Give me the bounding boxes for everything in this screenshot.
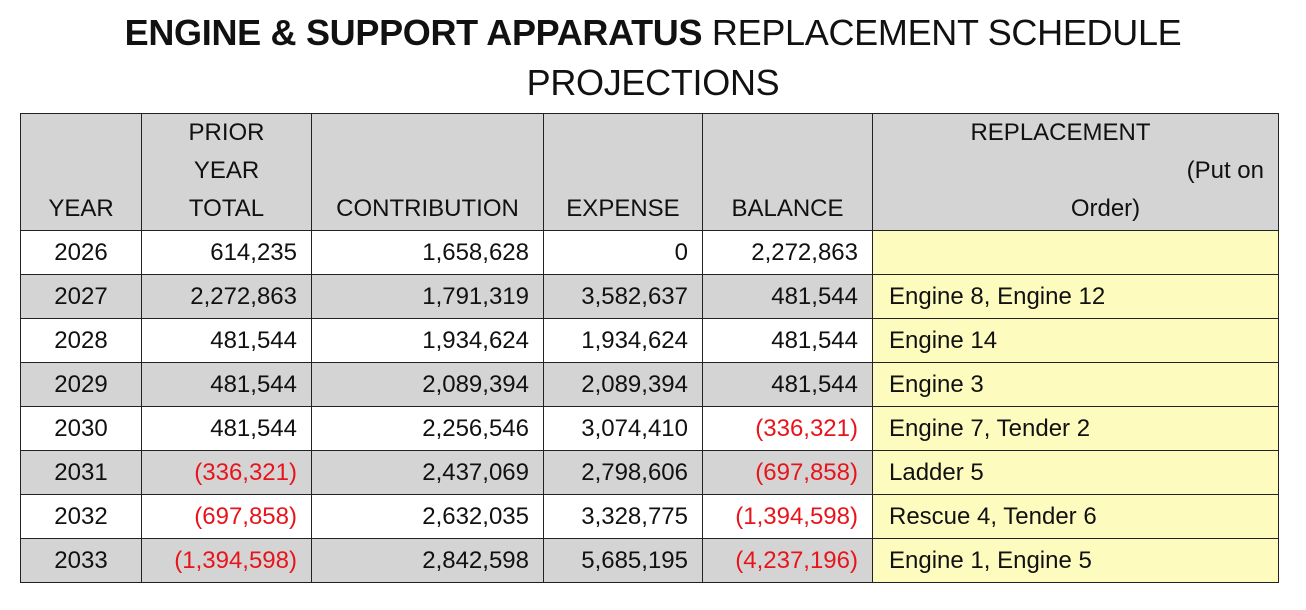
title-line-2: PROJECTIONS xyxy=(526,62,780,103)
year-cell: 2031 xyxy=(20,450,142,495)
year-cell: 2032 xyxy=(20,494,142,539)
replacement-cell: Engine 1, Engine 5 xyxy=(872,538,1279,583)
header-prior-year-total: PRIOR YEAR TOTAL xyxy=(141,113,312,231)
replacement-cell: Engine 14 xyxy=(872,318,1279,363)
header-year: YEAR xyxy=(20,113,142,231)
expense-cell: 3,074,410 xyxy=(543,406,703,451)
expense-cell: 3,582,637 xyxy=(543,274,703,319)
year-cell: 2026 xyxy=(20,230,142,275)
replacement-cell: Engine 7, Tender 2 xyxy=(872,406,1279,451)
table-row: 2033 (1,394,598) 2,842,598 5,685,195 (4,237,… xyxy=(20,538,1279,583)
replacement-cell: Ladder 5 xyxy=(872,450,1279,495)
balance-cell: (4,237,196) xyxy=(702,538,873,583)
balance-cell: 481,544 xyxy=(702,274,873,319)
contribution-cell: 2,089,394 xyxy=(311,362,544,407)
table-row: 2032 (697,858) 2,632,035 3,328,775 (1,394,59… xyxy=(20,494,1279,539)
expense-cell: 2,798,606 xyxy=(543,450,703,495)
year-cell: 2033 xyxy=(20,538,142,583)
balance-cell: 481,544 xyxy=(702,318,873,363)
expense-cell: 0 xyxy=(543,230,703,275)
balance-cell: (697,858) xyxy=(702,450,873,495)
expense-cell: 2,089,394 xyxy=(543,362,703,407)
replacement-cell: Engine 3 xyxy=(872,362,1279,407)
balance-cell: (336,321) xyxy=(702,406,873,451)
prior-year-total-cell: (697,858) xyxy=(141,494,312,539)
replacement-schedule-table: YEAR PRIOR YEAR TOTAL CONTRIBUTION EXPEN… xyxy=(20,113,1279,583)
contribution-cell: 2,437,069 xyxy=(311,450,544,495)
header-row: YEAR PRIOR YEAR TOTAL CONTRIBUTION EXPEN… xyxy=(20,113,1279,231)
table-row: 2031 (336,321) 2,437,069 2,798,606 (697,858)… xyxy=(20,450,1279,495)
contribution-cell: 1,934,624 xyxy=(311,318,544,363)
prior-year-total-cell: 614,235 xyxy=(141,230,312,275)
expense-cell: 5,685,195 xyxy=(543,538,703,583)
year-cell: 2029 xyxy=(20,362,142,407)
expense-cell: 1,934,624 xyxy=(543,318,703,363)
contribution-cell: 1,791,319 xyxy=(311,274,544,319)
prior-year-total-cell: 481,544 xyxy=(141,318,312,363)
table-row: 2026 614,235 1,658,628 0 2,272,863 xyxy=(20,230,1279,275)
year-cell: 2027 xyxy=(20,274,142,319)
contribution-cell: 1,658,628 xyxy=(311,230,544,275)
header-balance: BALANCE xyxy=(702,113,873,231)
contribution-cell: 2,256,546 xyxy=(311,406,544,451)
prior-year-total-cell: 2,272,863 xyxy=(141,274,312,319)
document-title: ENGINE & SUPPORT APPARATUS REPLACEMENT S… xyxy=(0,8,1306,108)
table-row: 2030 481,544 2,256,546 3,074,410 (336,321) En… xyxy=(20,406,1279,451)
header-expense: EXPENSE xyxy=(543,113,703,231)
header-contribution: CONTRIBUTION xyxy=(311,113,544,231)
contribution-cell: 2,842,598 xyxy=(311,538,544,583)
prior-year-total-cell: 481,544 xyxy=(141,362,312,407)
prior-year-total-cell: (1,394,598) xyxy=(141,538,312,583)
table-row: 2029 481,544 2,089,394 2,089,394 481,544 Engi… xyxy=(20,362,1279,407)
expense-cell: 3,328,775 xyxy=(543,494,703,539)
contribution-cell: 2,632,035 xyxy=(311,494,544,539)
year-cell: 2030 xyxy=(20,406,142,451)
balance-cell: (1,394,598) xyxy=(702,494,873,539)
balance-cell: 2,272,863 xyxy=(702,230,873,275)
title-line-1: ENGINE & SUPPORT APPARATUS REPLACEMENT S… xyxy=(0,8,1306,58)
replacement-cell xyxy=(872,230,1279,275)
prior-year-total-cell: 481,544 xyxy=(141,406,312,451)
prior-year-total-cell: (336,321) xyxy=(141,450,312,495)
replacement-cell: Engine 8, Engine 12 xyxy=(872,274,1279,319)
replacement-cell: Rescue 4, Tender 6 xyxy=(872,494,1279,539)
year-cell: 2028 xyxy=(20,318,142,363)
balance-cell: 481,544 xyxy=(702,362,873,407)
title-regular-part: REPLACEMENT SCHEDULE xyxy=(702,12,1182,53)
header-replacement: REPLACEMENT (Put on Order) xyxy=(872,113,1279,231)
table-row: 2027 2,272,863 1,791,319 3,582,637 481,544 En… xyxy=(20,274,1279,319)
table-row: 2028 481,544 1,934,624 1,934,624 481,544 Engi… xyxy=(20,318,1279,363)
title-bold-part: ENGINE & SUPPORT APPARATUS xyxy=(124,12,703,53)
